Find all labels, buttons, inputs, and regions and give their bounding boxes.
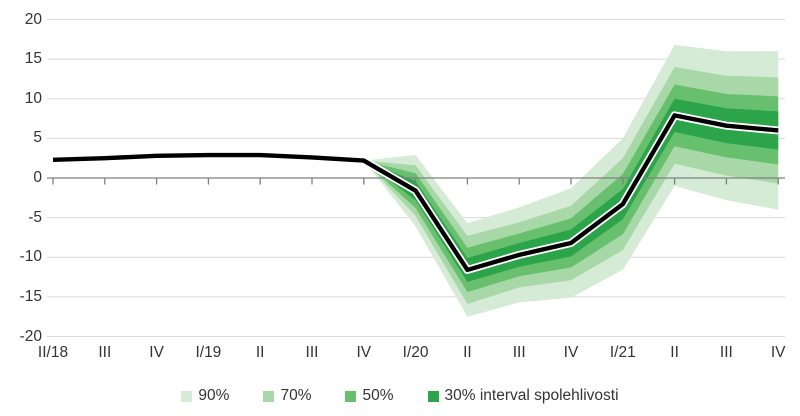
x-tick-label: II: [670, 344, 679, 361]
y-tick-label: -15: [19, 287, 42, 305]
y-tick-label: -5: [28, 208, 42, 226]
legend-label: 90%: [198, 387, 230, 404]
x-tick-label: II/18: [37, 344, 69, 361]
y-tick-label: -20: [19, 327, 42, 345]
confidence-band-50pct: [363, 84, 779, 293]
x-tick-label: II: [463, 344, 472, 361]
y-tick-label: 15: [24, 50, 42, 68]
y-tick-label: 20: [24, 10, 42, 28]
legend-item-90pct: 90%: [181, 387, 229, 405]
y-tick-label: 10: [24, 89, 42, 107]
x-tick-label: IV: [149, 344, 164, 361]
legend-item-50pct: 50%: [345, 387, 394, 405]
x-tick-label: I/20: [402, 344, 429, 361]
legend-swatch-icon: [263, 390, 275, 402]
legend-swatch-icon: [427, 390, 439, 402]
x-tick-label: I/19: [195, 344, 222, 361]
y-tick-label: 5: [33, 129, 42, 147]
x-tick-label: III: [98, 344, 112, 361]
x-tick-label: IV: [563, 344, 579, 361]
x-tick-label: IV: [770, 344, 786, 361]
x-tick-label: III: [719, 344, 733, 361]
legend-item-30pct: 30% interval spolehlivosti: [427, 387, 619, 405]
y-tick-label: -10: [19, 248, 42, 266]
y-tick-label: 0: [33, 169, 42, 186]
x-tick-label: III: [512, 344, 526, 361]
legend-item-70pct: 70%: [263, 387, 311, 405]
forecast-line: [52, 113, 779, 273]
legend-label: 50%: [362, 387, 394, 404]
legend-label: 30% interval spolehlivosti: [444, 387, 619, 404]
x-tick-label: IV: [356, 344, 372, 361]
x-tick-label: III: [305, 344, 319, 361]
x-tick-label: I/21: [609, 344, 636, 361]
chart-legend: 90% 70% 50% 30% interval spolehlivosti: [0, 387, 800, 405]
x-tick-label: II: [255, 344, 265, 361]
legend-label: 70%: [280, 387, 312, 404]
legend-swatch-icon: [345, 390, 357, 402]
legend-swatch-icon: [181, 390, 193, 402]
